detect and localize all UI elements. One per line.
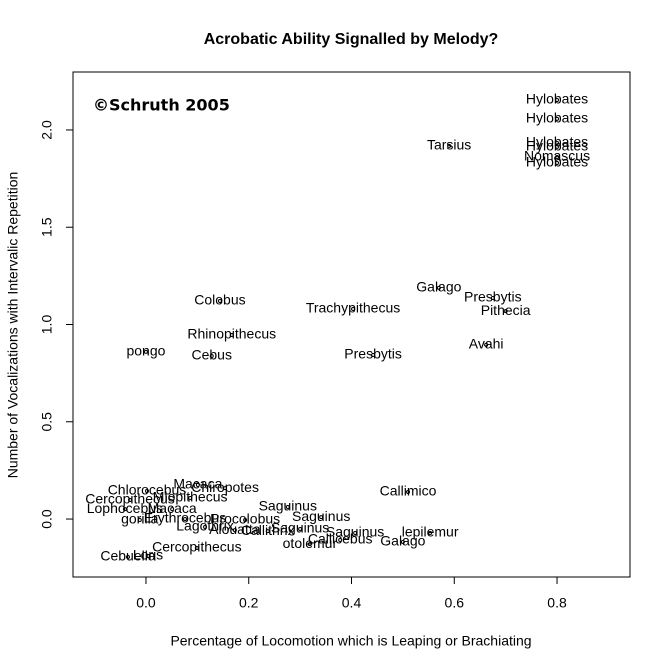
point-label: Hylobates <box>526 91 588 107</box>
point-label: Cebus <box>192 347 232 363</box>
point <box>229 333 234 338</box>
point-label: Lophocebus <box>87 500 163 516</box>
point-label: Cercopithecus <box>152 539 242 555</box>
point-label: Chlorocebus <box>108 482 187 498</box>
point-label: Saguinus <box>292 508 350 524</box>
point-label: Callicebus <box>308 531 373 547</box>
point-label: Procolobus <box>210 511 280 527</box>
point <box>351 306 356 311</box>
point <box>307 542 312 547</box>
point <box>243 518 248 523</box>
point-label: Macaca <box>148 500 197 516</box>
point <box>555 141 560 146</box>
point-label: Macaca <box>173 476 222 492</box>
point <box>555 98 560 103</box>
point-label: Nomascus <box>524 148 590 164</box>
point-label: Cebuella <box>100 548 155 564</box>
x-axis-label: Percentage of Locomotion which is Leapin… <box>170 633 531 649</box>
point-label: Hylobates <box>526 110 588 126</box>
point-label: Rhinopithecus <box>187 326 276 342</box>
point-label: Hylobates <box>526 134 588 150</box>
point <box>371 353 376 358</box>
point-label: Colobus <box>194 292 245 308</box>
point <box>232 528 237 533</box>
point <box>183 517 188 522</box>
point <box>195 482 200 487</box>
point-label: Lagothrix <box>176 518 234 534</box>
point-label: Galago <box>416 279 461 295</box>
point <box>555 144 560 149</box>
chart-title: Acrobatic Ability Signalled by Melody? <box>204 31 499 48</box>
point-label: Tarsius <box>427 137 471 153</box>
point <box>400 539 405 544</box>
point <box>128 497 133 502</box>
point <box>503 309 508 314</box>
point <box>353 531 358 536</box>
point <box>319 515 324 520</box>
point <box>490 296 495 301</box>
point <box>484 342 489 347</box>
point-label: Miopithecus <box>153 489 228 505</box>
x-tick-label: 0.8 <box>547 595 567 611</box>
y-tick-label: 2.0 <box>39 120 55 140</box>
point-label: Hylobates <box>526 154 588 170</box>
point-label: Saguinus <box>271 520 329 536</box>
point-label: Presbytis <box>344 346 402 362</box>
point-label: Cercopithecus <box>85 491 175 507</box>
point <box>144 489 149 494</box>
point <box>203 525 208 530</box>
point <box>428 531 433 536</box>
point <box>188 496 193 501</box>
point-label: otolemur <box>283 535 338 551</box>
y-axis-label: Number of Vocalizations with Intervalic … <box>5 172 21 479</box>
point-label: Callimico <box>380 483 437 499</box>
point-label: Saguinus <box>259 498 317 514</box>
point-label: Pithecia <box>481 302 531 318</box>
point <box>194 546 199 551</box>
point-label: Alouatta <box>209 521 261 537</box>
point <box>555 161 560 166</box>
point <box>223 486 228 491</box>
y-tick-label: 1.0 <box>39 315 55 335</box>
point-label: Erythrocebus <box>144 510 226 526</box>
x-tick-label: 0.0 <box>136 595 156 611</box>
x-tick-label: 0.6 <box>445 595 465 611</box>
point <box>217 298 222 303</box>
y-tick-label: 0.5 <box>39 412 55 432</box>
point <box>125 554 130 559</box>
point <box>122 507 127 512</box>
y-tick-label: 0.0 <box>39 509 55 529</box>
point <box>555 155 560 160</box>
point <box>338 538 343 543</box>
point-label: Hylobates <box>526 138 588 154</box>
point <box>298 526 303 531</box>
point-label: Saguinus <box>326 524 384 540</box>
point <box>406 489 411 494</box>
annotation: ©Schruth 2005 <box>93 96 230 115</box>
point-label: Presbytis <box>464 289 522 305</box>
point <box>436 285 441 290</box>
point-label: Avahi <box>469 336 504 352</box>
point <box>555 116 560 121</box>
point <box>209 354 214 359</box>
point-label: gorilla <box>121 511 159 527</box>
point-label: Galago <box>380 533 425 549</box>
point <box>143 349 148 354</box>
point-label: Callithrix <box>241 522 295 538</box>
point-label: lepilemur <box>402 524 459 540</box>
point-label: Chiropotes <box>191 479 259 495</box>
point <box>137 518 142 523</box>
point <box>170 507 175 512</box>
point <box>285 504 290 509</box>
point <box>146 553 151 558</box>
point-label: pongo <box>126 343 165 359</box>
x-tick-label: 0.4 <box>342 595 362 611</box>
point <box>265 529 270 534</box>
point <box>447 143 452 148</box>
y-tick-label: 1.5 <box>39 217 55 237</box>
x-tick-label: 0.2 <box>239 595 259 611</box>
point-label: Trachypithecus <box>306 300 400 316</box>
point-label: Loris <box>133 547 163 563</box>
